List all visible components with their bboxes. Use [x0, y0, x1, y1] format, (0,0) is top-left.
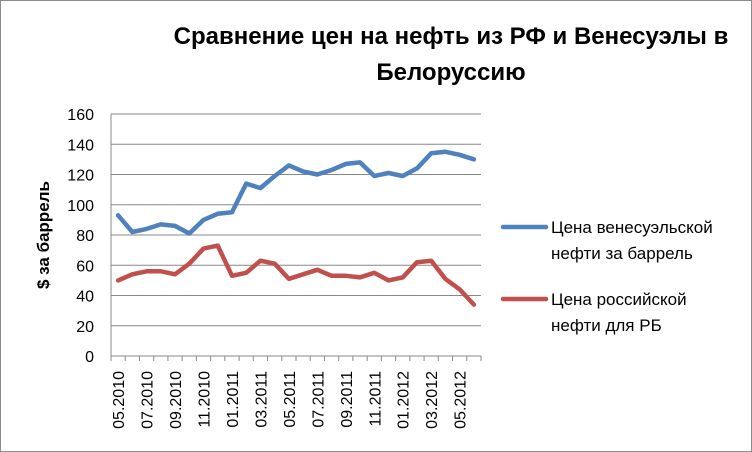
- y-tick-label: 0: [85, 349, 94, 366]
- x-tick-label: 05.2010: [111, 371, 128, 429]
- x-tick-label: 07.2011: [310, 371, 327, 428]
- x-tick-label: 01.2012: [396, 371, 413, 429]
- legend-label-0: Цена венесуэльской: [551, 218, 713, 237]
- y-tick-label: 20: [76, 319, 94, 336]
- y-tick-label: 160: [67, 107, 94, 124]
- x-tick-label: 09.2010: [168, 371, 185, 429]
- x-tick-label: 11.2010: [197, 371, 214, 428]
- y-tick-label: 120: [67, 168, 94, 185]
- x-tick-label: 05.2011: [282, 371, 299, 428]
- series-line-1: [115, 243, 477, 307]
- y-axis-label: $ за баррель: [34, 181, 53, 289]
- x-tick-label: 01.2011: [225, 371, 242, 428]
- legend-label-1: нефти для РБ: [551, 316, 662, 335]
- chart-title: Сравнение цен на нефть из РФ и Венесуэлы…: [173, 23, 729, 86]
- y-tick-label: 80: [76, 228, 94, 245]
- y-tick-label: 40: [76, 289, 94, 306]
- y-tick-label: 60: [76, 258, 94, 275]
- y-tick-label: 100: [67, 198, 94, 215]
- x-tick-label: 05.2012: [453, 371, 470, 429]
- legend-label-1: Цена российской: [551, 290, 687, 309]
- x-tick-label: 07.2010: [140, 371, 157, 429]
- x-tick-label: 03.2012: [424, 371, 441, 429]
- series-line-0: [115, 149, 477, 236]
- y-tick-label: 140: [67, 137, 94, 154]
- x-tick-label: 09.2011: [339, 371, 356, 428]
- x-tick-label: 11.2011: [367, 371, 384, 427]
- x-tick-label: 03.2011: [253, 371, 270, 428]
- legend-label-0: нефти за баррель: [551, 244, 693, 263]
